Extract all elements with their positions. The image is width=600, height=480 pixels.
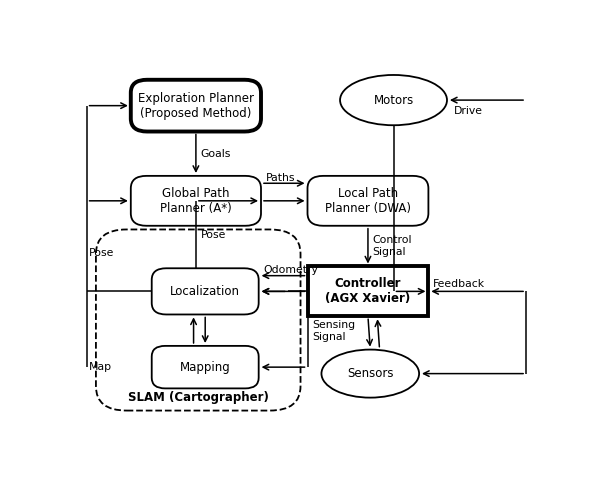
FancyBboxPatch shape bbox=[308, 176, 428, 226]
Text: Drive: Drive bbox=[454, 106, 483, 116]
Text: Sensing
Signal: Sensing Signal bbox=[312, 320, 355, 342]
Text: Feedback: Feedback bbox=[433, 279, 485, 289]
Text: Pose: Pose bbox=[200, 229, 226, 240]
Text: Control
Signal: Control Signal bbox=[373, 235, 412, 257]
Ellipse shape bbox=[322, 349, 419, 397]
Bar bbox=[308, 266, 428, 316]
FancyBboxPatch shape bbox=[152, 346, 259, 388]
Text: Map: Map bbox=[89, 362, 112, 372]
Text: Controller
(AGX Xavier): Controller (AGX Xavier) bbox=[325, 277, 410, 305]
Text: Paths: Paths bbox=[266, 173, 295, 183]
Text: Exploration Planner
(Proposed Method): Exploration Planner (Proposed Method) bbox=[138, 92, 254, 120]
Text: Global Path
Planner (A*): Global Path Planner (A*) bbox=[160, 187, 232, 215]
FancyBboxPatch shape bbox=[131, 176, 261, 226]
Text: Localization: Localization bbox=[170, 285, 240, 298]
Ellipse shape bbox=[340, 75, 447, 125]
Text: SLAM (Cartographer): SLAM (Cartographer) bbox=[128, 391, 269, 404]
Text: Sensors: Sensors bbox=[347, 367, 394, 380]
FancyBboxPatch shape bbox=[152, 268, 259, 314]
Text: Goals: Goals bbox=[200, 149, 231, 159]
Text: Odometry: Odometry bbox=[263, 265, 318, 275]
Text: Mapping: Mapping bbox=[180, 360, 230, 373]
Text: Motors: Motors bbox=[373, 94, 413, 107]
Text: Pose: Pose bbox=[89, 249, 115, 259]
Text: Local Path
Planner (DWA): Local Path Planner (DWA) bbox=[325, 187, 411, 215]
FancyBboxPatch shape bbox=[131, 80, 261, 132]
